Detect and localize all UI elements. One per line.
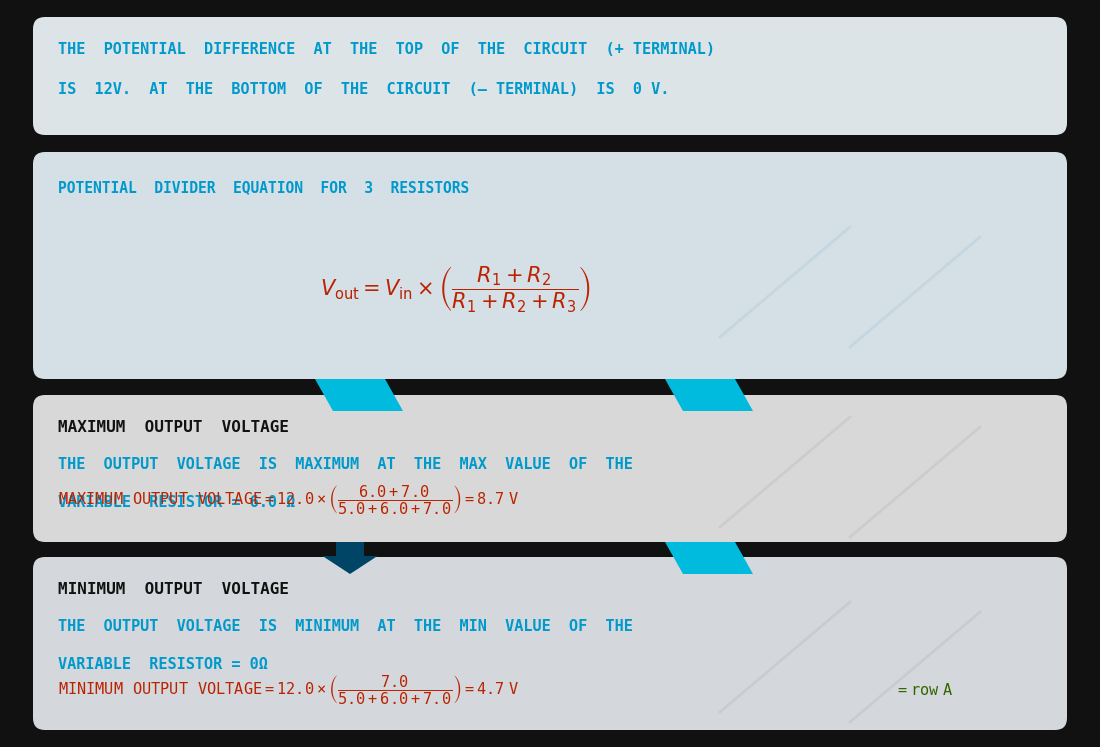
Polygon shape: [666, 542, 754, 574]
FancyBboxPatch shape: [33, 557, 1067, 730]
FancyBboxPatch shape: [33, 152, 1067, 379]
Polygon shape: [666, 379, 754, 411]
FancyBboxPatch shape: [33, 395, 1067, 542]
Text: $\mathtt{MINIMUM\ \ OUTPUT\ \ VOLTAGE = 12.0 \times} \left(\dfrac{\mathtt{7.0}}{: $\mathtt{MINIMUM\ \ OUTPUT\ \ VOLTAGE = …: [58, 674, 519, 707]
Text: $V_{\mathrm{out}} = V_{\mathrm{in}} \times \left(\dfrac{R_1 + R_2}{R_1 + R_2 + R: $V_{\mathrm{out}} = V_{\mathrm{in}} \tim…: [320, 264, 591, 314]
Text: VARIABLE  RESISTOR = 6.0 Ω: VARIABLE RESISTOR = 6.0 Ω: [58, 495, 295, 510]
FancyBboxPatch shape: [33, 17, 1067, 135]
Polygon shape: [322, 542, 377, 574]
Polygon shape: [315, 379, 403, 411]
Text: IS  12V.  AT  THE  BOTTOM  OF  THE  CIRCUIT  (– TERMINAL)  IS  0 V.: IS 12V. AT THE BOTTOM OF THE CIRCUIT (– …: [58, 82, 670, 97]
Text: POTENTIAL  DIVIDER  EQUATION  FOR  3  RESISTORS: POTENTIAL DIVIDER EQUATION FOR 3 RESISTO…: [58, 180, 470, 195]
Text: $\mathtt{MAXIMUM\ \ OUTPUT\ \ VOLTAGE = 12.0 \times} \left(\dfrac{\mathtt{6.0 + : $\mathtt{MAXIMUM\ \ OUTPUT\ \ VOLTAGE = …: [58, 483, 519, 516]
Text: VARIABLE  RESISTOR = 0Ω: VARIABLE RESISTOR = 0Ω: [58, 657, 268, 672]
Text: $\mathtt{= row\ A}$: $\mathtt{= row\ A}$: [895, 682, 954, 698]
Text: THE  POTENTIAL  DIFFERENCE  AT  THE  TOP  OF  THE  CIRCUIT  (+ TERMINAL): THE POTENTIAL DIFFERENCE AT THE TOP OF T…: [58, 42, 715, 57]
Text: MAXIMUM  OUTPUT  VOLTAGE: MAXIMUM OUTPUT VOLTAGE: [58, 420, 289, 435]
Text: MINIMUM  OUTPUT  VOLTAGE: MINIMUM OUTPUT VOLTAGE: [58, 582, 289, 597]
Text: THE  OUTPUT  VOLTAGE  IS  MAXIMUM  AT  THE  MAX  VALUE  OF  THE: THE OUTPUT VOLTAGE IS MAXIMUM AT THE MAX…: [58, 457, 632, 472]
Text: THE  OUTPUT  VOLTAGE  IS  MINIMUM  AT  THE  MIN  VALUE  OF  THE: THE OUTPUT VOLTAGE IS MINIMUM AT THE MIN…: [58, 619, 632, 634]
